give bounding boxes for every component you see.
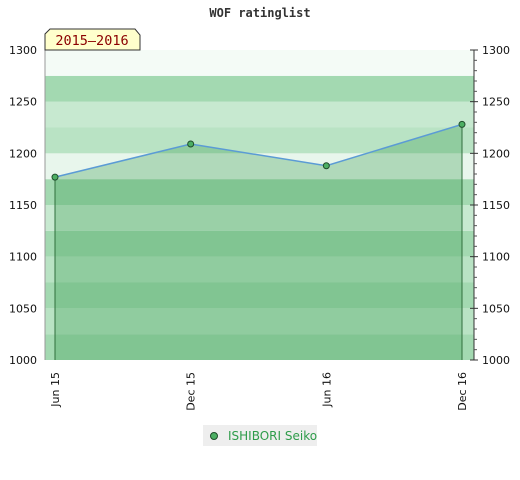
y-tick-label-right: 1200 — [482, 147, 510, 160]
plot-band — [45, 256, 474, 283]
y-tick-label-right: 1100 — [482, 251, 510, 264]
series-line — [54, 123, 463, 178]
series-points — [51, 120, 466, 181]
series-line-path — [54, 123, 463, 178]
series-area — [55, 124, 462, 361]
plot-band — [45, 179, 474, 205]
x-axis-ticks: Jun 15 Dec 15 Jun 16 Dec 16 — [49, 372, 469, 411]
y-axis-right-minor-ticks — [474, 59, 477, 351]
data-point — [458, 120, 466, 128]
plot-band — [45, 230, 474, 257]
plot-band — [45, 75, 474, 102]
y-tick-label-right: 1000 — [482, 354, 510, 367]
plot-band — [45, 205, 474, 231]
plot-band — [45, 334, 474, 360]
plot-band — [45, 50, 474, 76]
period-badge-label: 2015–2016 — [55, 33, 128, 49]
y-tick-label-left: 1300 — [9, 44, 37, 57]
x-tick-label: Dec 15 — [185, 372, 198, 411]
series-area-fill — [55, 124, 462, 361]
data-point — [51, 173, 59, 181]
legend-label: ISHIBORI Seiko — [228, 429, 317, 443]
period-badge-box — [44, 28, 141, 51]
legend-marker — [210, 432, 218, 440]
plot-band — [45, 127, 474, 154]
drop-lines — [54, 124, 463, 360]
data-point — [187, 140, 195, 148]
x-tick-label: Jun 15 — [49, 372, 62, 408]
plot-band — [45, 153, 474, 180]
y-axis-right-ticks: 1000 1050 1100 1150 1200 1250 1300 — [470, 44, 510, 367]
legend-box — [203, 425, 317, 446]
y-tick-label-left: 1000 — [9, 354, 37, 367]
y-tick-label-left: 1050 — [9, 302, 37, 315]
chart-title: WOF ratinglist — [209, 6, 310, 20]
y-axis-left-ticks: 1000 1050 1100 1150 1200 1250 1300 — [9, 44, 37, 367]
plot-background — [45, 50, 474, 360]
plot-band — [45, 101, 474, 128]
legend: ISHIBORI Seiko — [203, 425, 317, 446]
x-tick-label: Dec 16 — [456, 372, 469, 411]
plot-band — [45, 282, 474, 309]
period-badge: 2015–2016 — [44, 28, 141, 51]
y-tick-label-left: 1100 — [9, 251, 37, 264]
y-tick-label-right: 1250 — [482, 96, 510, 109]
y-tick-label-right: 1300 — [482, 44, 510, 57]
y-tick-label-right: 1050 — [482, 302, 510, 315]
x-tick-label: Jun 16 — [320, 372, 333, 408]
y-tick-label-left: 1250 — [9, 96, 37, 109]
y-tick-label-left: 1200 — [9, 147, 37, 160]
plot-band — [45, 308, 474, 335]
y-tick-label-right: 1150 — [482, 199, 510, 212]
data-point — [322, 162, 330, 170]
y-tick-label-left: 1150 — [9, 199, 37, 212]
